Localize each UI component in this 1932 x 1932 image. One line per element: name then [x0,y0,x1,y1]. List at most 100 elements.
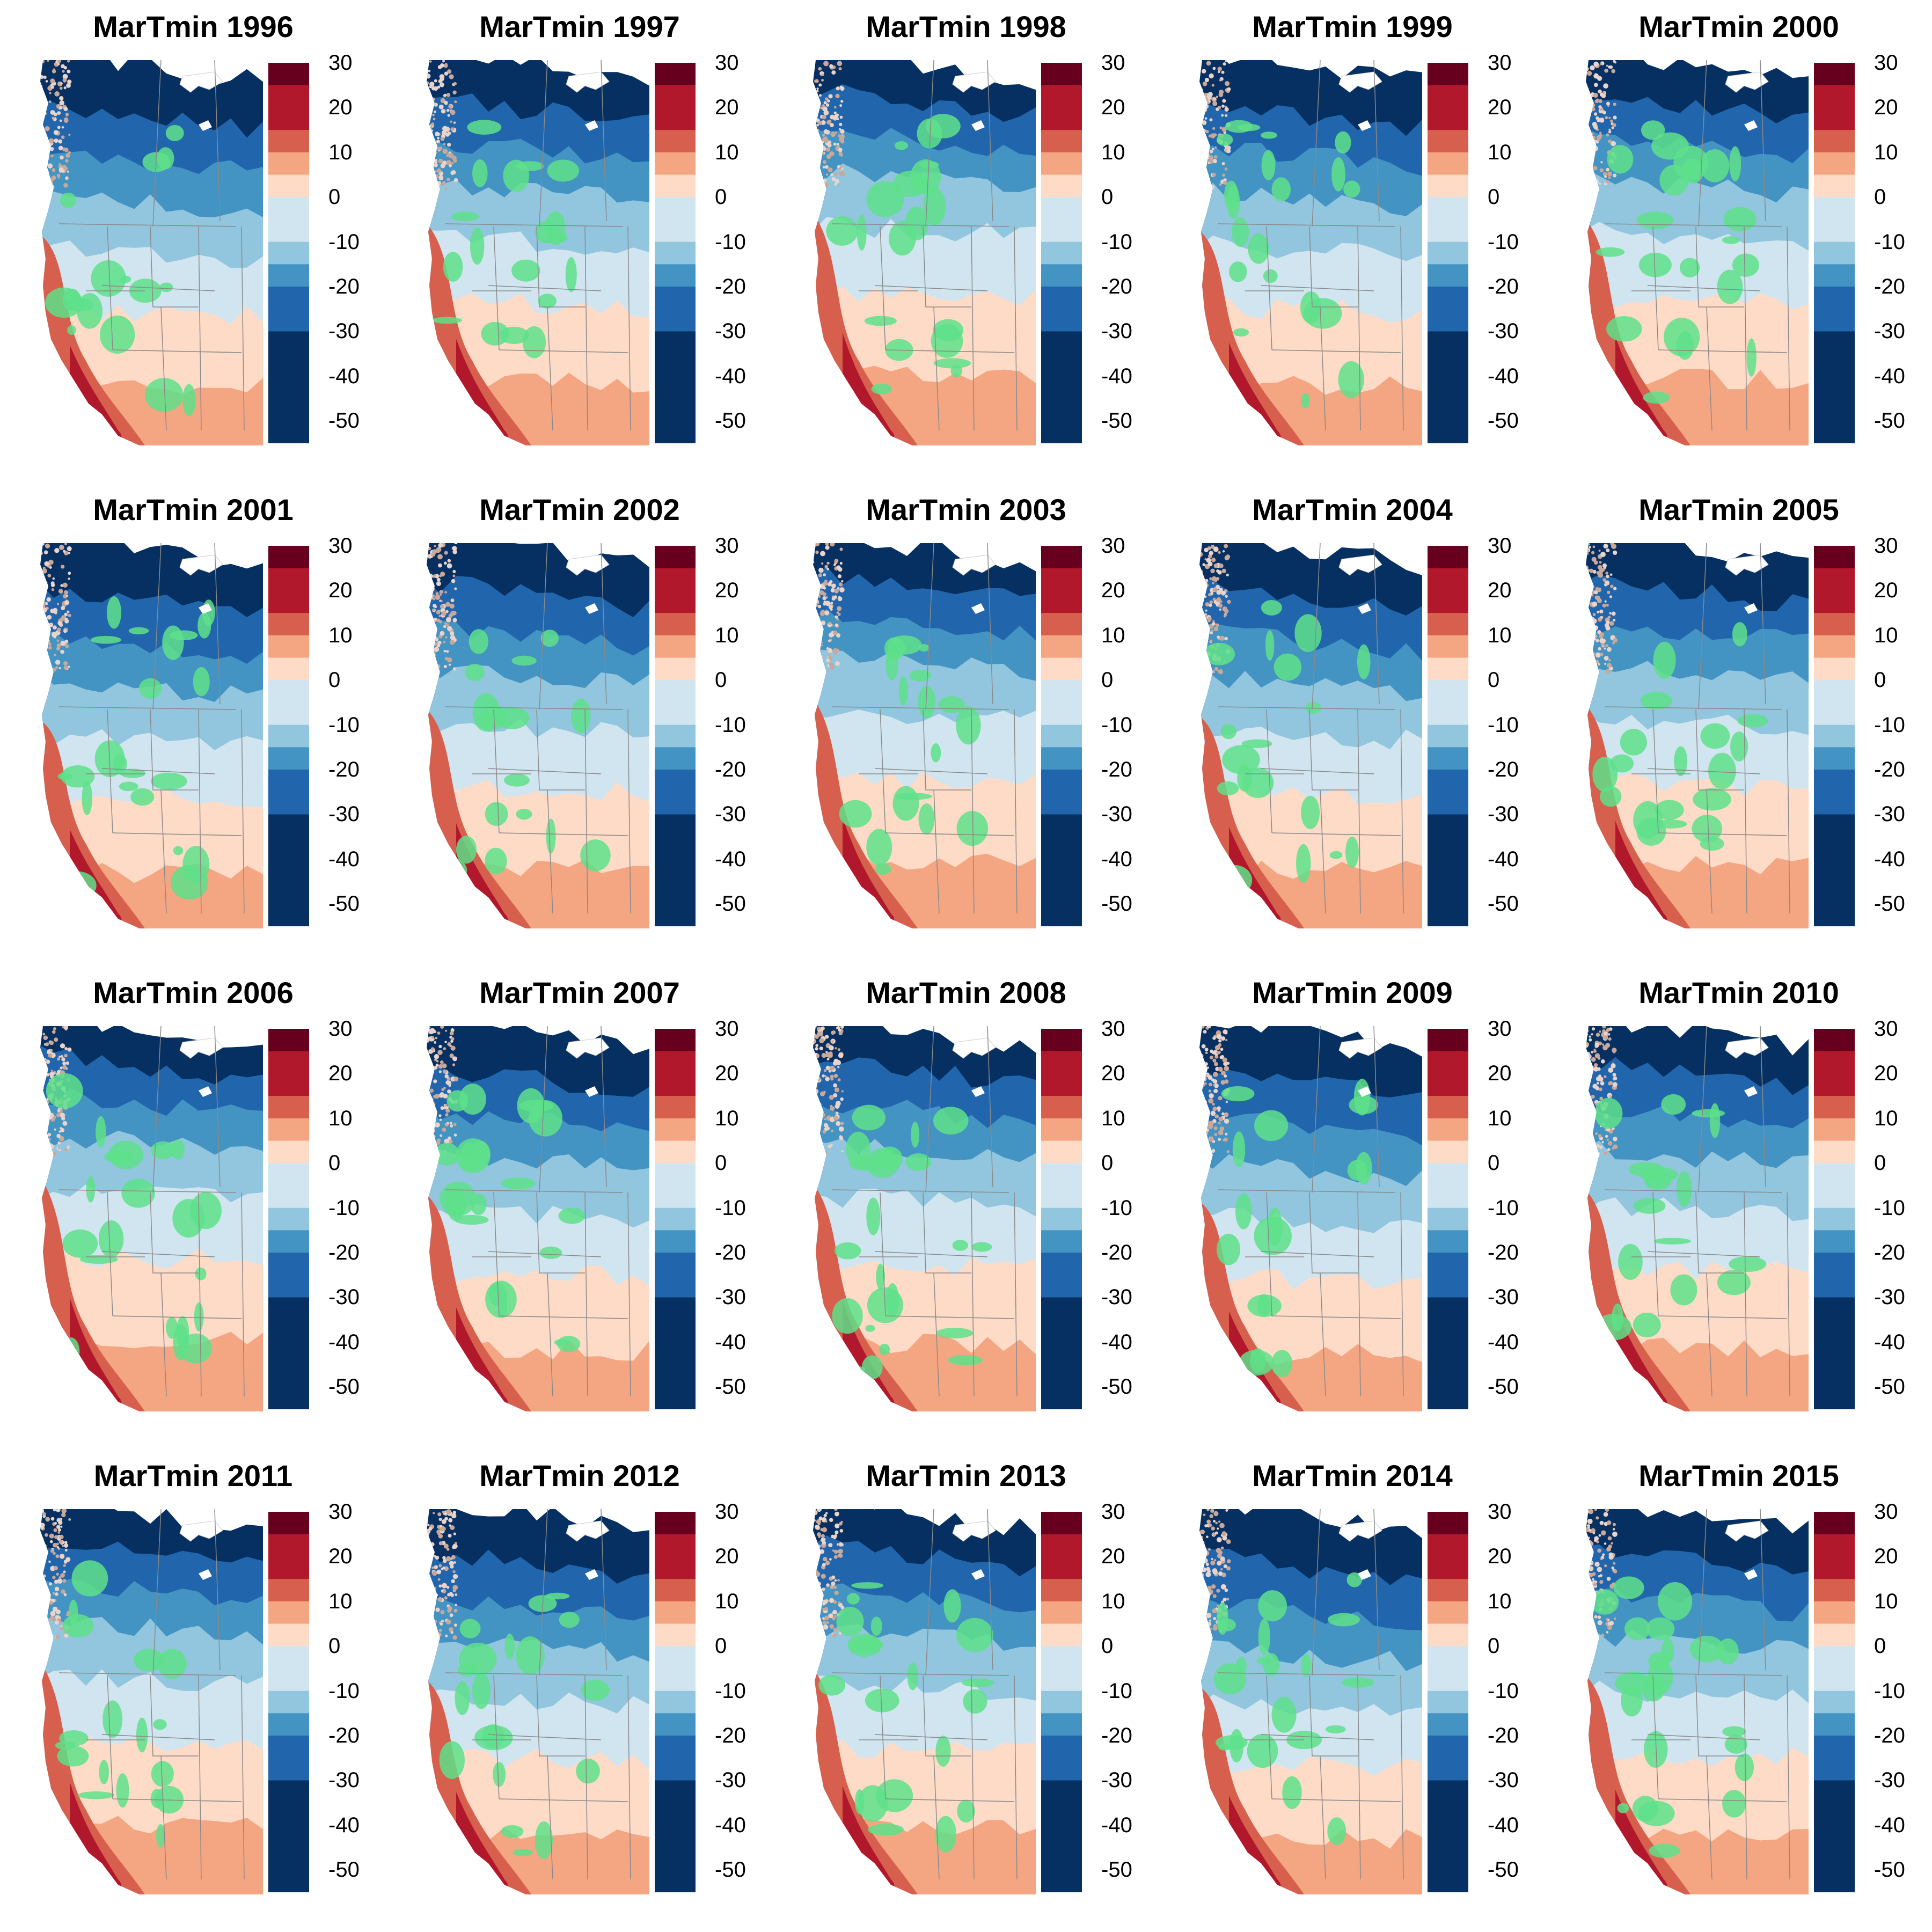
colorbar-tick-label: -10 [328,230,360,254]
terrain-speck [836,1121,841,1126]
colorbar-tick-label: -30 [715,1285,746,1309]
terrain-speck [1590,149,1595,153]
terrain-speck [53,625,57,630]
terrain-speck [1609,1584,1615,1589]
terrain-speck [829,1518,833,1522]
terrain-speck [1613,1617,1616,1620]
overlay-patch [1338,361,1364,398]
terrain-speck [821,1113,826,1117]
terrain-speck [1199,1554,1202,1558]
terrain-speck [1604,68,1608,73]
terrain-speck [822,1621,827,1626]
colorbar-bin [655,1163,696,1209]
overlay-patch [857,214,867,251]
terrain-speck [1212,670,1216,674]
overlay-patch [935,1816,956,1853]
terrain-speck [1607,1148,1611,1152]
overlay-patch [1227,185,1240,219]
terrain-speck [1586,548,1589,553]
terrain-speck [1220,1584,1226,1590]
terrain-speck [1609,595,1613,598]
terrain-speck [433,118,436,121]
terrain-speck [1214,667,1219,671]
terrain-speck [42,1593,45,1597]
terrain-speck [68,1518,71,1521]
colorbar-bin [655,657,696,680]
boundary-line [493,1192,500,1316]
terrain-speck [830,602,833,605]
colorbar-bin [1041,130,1082,153]
terrain-speck [438,614,441,618]
overlay-patch [439,1741,465,1779]
colorbar-bin [1428,1118,1468,1141]
terrain-speck [1586,1571,1590,1577]
overlay-patch [540,630,559,647]
terrain-speck [451,579,456,583]
overlay-patch [1248,233,1269,264]
colorbar-bin [655,1230,696,1253]
panel-title: MarTmin 2005 [1638,493,1839,526]
panel-title: MarTmin 2004 [1252,493,1453,526]
terrain-speck [815,1524,819,1529]
terrain-speck [1611,1566,1614,1570]
terrain-speck [1609,612,1612,614]
terrain-speck [56,173,61,178]
terrain-speck [429,126,433,129]
terrain-speck [1215,623,1219,627]
overlay-patch [144,378,184,412]
terrain-speck [1212,1532,1216,1536]
terrain-speck [428,151,433,156]
terrain-speck [1220,1048,1224,1051]
colorbar-bin [1041,85,1082,130]
terrain-speck [1586,647,1590,652]
terrain-speck [1592,613,1596,616]
terrain-speck [821,145,826,150]
terrain-speck [43,591,47,595]
terrain-speck [431,624,437,630]
terrain-speck [440,631,445,636]
terrain-speck [823,101,827,105]
terrain-speck [1608,1033,1611,1036]
colorbar-tick-label: 20 [1874,96,1898,120]
terrain-speck [436,577,441,582]
terrain-speck [829,1558,832,1561]
boundary-line [987,1509,993,1671]
overlay-patch [434,1143,460,1166]
ice-feature [952,1037,996,1059]
terrain-speck [453,129,456,133]
colorbar-bin [1428,1512,1468,1535]
terrain-speck [826,1621,830,1624]
terrain-speck [427,576,429,579]
overlay-patch [1661,1638,1674,1664]
terrain-speck [833,1083,838,1088]
terrain-speck [823,61,829,67]
terrain-speck [1204,631,1210,636]
terrain-speck [1209,1082,1212,1087]
colorbar-tick-label: 20 [328,1062,353,1086]
terrain-speck [1206,1567,1211,1571]
terrain-speck [430,129,433,133]
terrain-speck [837,613,841,616]
terrain-speck [1588,1566,1594,1571]
terrain-speck [1606,603,1609,607]
terrain-speck [1611,141,1616,147]
terrain-speck [442,1556,446,1560]
overlay-patch [150,1789,164,1808]
boundary-line [933,306,940,431]
terrain-speck [1204,77,1209,83]
terrain-speck [53,1542,57,1548]
colorbar-bin [1428,1601,1468,1624]
terrain-speck [1212,597,1216,601]
terrain-speck [838,67,842,71]
terrain-speck [813,124,817,128]
boundary-line [1014,1675,1018,1880]
colorbar-bin [268,1690,309,1714]
colorbar-tick-label: 30 [328,1017,353,1041]
terrain-speck [67,69,71,74]
terrain-speck [51,1635,54,1637]
terrain-speck [1224,1074,1227,1078]
map-panel: MarTmin 1997 30 20 10 0 -10 -20 -30 -40 -50 [386,0,773,483]
overlay-patch [850,1157,883,1171]
terrain-speck [440,1092,444,1096]
terrain-speck [1589,137,1594,142]
